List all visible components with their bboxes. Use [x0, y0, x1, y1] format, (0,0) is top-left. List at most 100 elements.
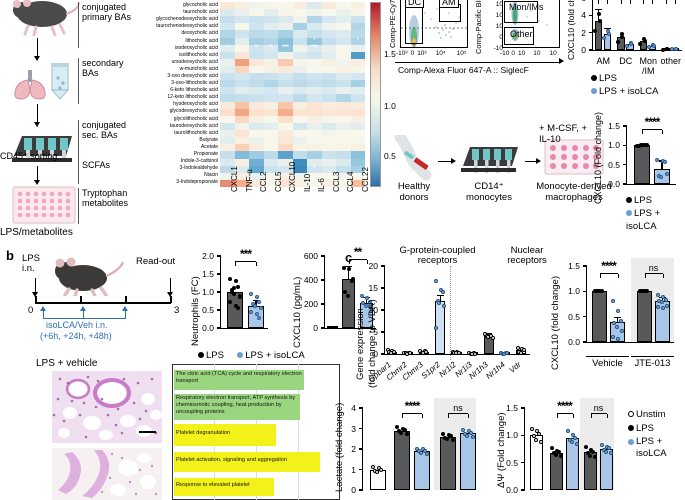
- legend-dot-unstim: [628, 411, 634, 418]
- workflow-label-0: conjugated primary BAs: [78, 2, 131, 48]
- heatmap-row-labels: glycocholic acid taurocholic acid glycoche…: [140, 2, 218, 186]
- flow-x-ticks-2: -10 0 10 10 10: [500, 50, 557, 57]
- heatmap-cell: [350, 137, 365, 145]
- chart-errorbar-cap: [594, 8, 602, 10]
- timeline-treat-stem-1: [82, 310, 84, 319]
- heatmap-cell: [220, 58, 235, 67]
- chart-data-point: [610, 299, 615, 304]
- chart-tick: [582, 341, 587, 343]
- heatmap-cell: [321, 37, 336, 45]
- chart-data-point: [558, 454, 563, 459]
- heatmap-significance-star: ****: [281, 44, 289, 51]
- chart-errorbar: [439, 296, 441, 302]
- bar-1: [550, 452, 563, 490]
- chart-data-point: [434, 326, 439, 331]
- chart-data-point: [638, 42, 643, 47]
- heatmap-cell: [278, 30, 293, 38]
- blood-draw-icon: [392, 131, 436, 183]
- heatmap-cell: [249, 73, 264, 81]
- significance-tick: [366, 260, 368, 264]
- chart-x-axis: [592, 50, 682, 52]
- chart-tick: [622, 125, 627, 127]
- heatmap-cell: [278, 115, 293, 123]
- heatmap-cell: [350, 23, 365, 31]
- chart-errorbar-cap: [345, 266, 352, 268]
- chart-data-point: [471, 435, 475, 440]
- histology-image-bottom: [52, 448, 162, 500]
- chart-errorbar: [365, 298, 368, 303]
- flow-panel-1[interactable]: [400, 0, 468, 48]
- heatmap-cell: [350, 158, 365, 166]
- heatmap-cell: [292, 73, 307, 81]
- timeline-lps-label: LPS i.n.: [22, 253, 40, 275]
- heatmap-cell: [278, 137, 293, 145]
- timeline-treat-stem-0: [42, 310, 44, 319]
- chart-data-point: [660, 47, 665, 52]
- flow-gate-mon-box[interactable]: [504, 1, 538, 23]
- chart-data-point: [343, 290, 348, 294]
- heatmap-cell: [220, 23, 235, 31]
- arrow-2-head: [34, 122, 40, 127]
- chart-tick-label: 1.5: [202, 269, 214, 279]
- significance-tick: [599, 274, 601, 278]
- flow-cytometry-panels: Comp-PE-Cy7-A :: DC AM Comp-Pacific: [388, 0, 560, 60]
- chart-data-point: [367, 300, 372, 305]
- significance-label: ns: [593, 403, 604, 413]
- timeline-treat-arrow-0: [40, 306, 46, 311]
- chart-tick-label: 1.0: [506, 430, 518, 441]
- chart-tick-label: 600: [303, 251, 318, 261]
- chart-data-point: [399, 430, 404, 435]
- heatmap-cell: [220, 80, 235, 88]
- chart-tick: [582, 316, 587, 318]
- legend-label-lps-isolca-mdm: LPS + isoLCA: [626, 208, 661, 232]
- chart-data-point: [655, 292, 660, 297]
- significance-line: [448, 412, 468, 414]
- chart-data-point: [379, 467, 384, 472]
- chart-data-point: [614, 324, 619, 329]
- chart-data-point: [533, 437, 538, 442]
- chart-errorbar: [255, 301, 257, 306]
- heatmap-cell: [292, 66, 307, 74]
- chart-tick: [320, 255, 325, 257]
- significance-label: ****: [557, 399, 573, 413]
- heatmap-cell: [307, 80, 322, 88]
- chart-tick-label: 400: [303, 275, 318, 285]
- significance-tick: [652, 0, 654, 4]
- significance-tick: [590, 414, 592, 418]
- timeline-axis: [35, 302, 171, 304]
- chart-data-point: [254, 312, 259, 317]
- chart-category-label: AM: [596, 56, 611, 66]
- chart-data-point: [596, 289, 601, 294]
- heatmap-cell: *: [307, 165, 322, 173]
- flow-gate-other-box[interactable]: [504, 27, 534, 45]
- heatmap-cell: [292, 172, 307, 180]
- heatmap-cell: [292, 30, 307, 38]
- heatmap-cell: [321, 16, 336, 24]
- heatmap-cell: [321, 115, 336, 123]
- heatmap-cell: [249, 2, 264, 10]
- flow-panel-2[interactable]: [502, 0, 560, 48]
- chart-errorbar: [347, 267, 350, 279]
- chart-data-point: [461, 427, 465, 432]
- macrophage-step-1: CD14⁺ monocytes: [466, 181, 512, 203]
- flow-x-ticks-1: -10³ 0 10³ 10⁴ 10⁵: [396, 50, 467, 57]
- heatmap-cell: [234, 23, 249, 31]
- chart-data-point: [490, 336, 495, 341]
- heatmap-row-label: 3-oxo-lithocholic acid: [171, 80, 218, 87]
- flow-gate-dc-box[interactable]: [405, 4, 423, 44]
- heatmap-column-label: TNF-α: [244, 169, 254, 192]
- chart-data-point: [434, 279, 439, 284]
- chart-errorbar: [616, 317, 619, 322]
- chart-data-point: [250, 301, 255, 306]
- heatmap-cell: [220, 158, 235, 166]
- chart-data-point: [233, 279, 238, 284]
- timeline-end-tick-label: 3: [174, 305, 180, 316]
- heatmap-cell: [263, 37, 278, 45]
- heatmap-cell: [307, 172, 322, 180]
- heatmap-cell: [249, 30, 264, 38]
- mdm-plate-icon: [544, 139, 604, 177]
- chart-data-point: [341, 266, 346, 270]
- chart-data-point: [659, 175, 664, 180]
- chart-data-point: [597, 18, 602, 23]
- heatmap-cell: [234, 51, 249, 59]
